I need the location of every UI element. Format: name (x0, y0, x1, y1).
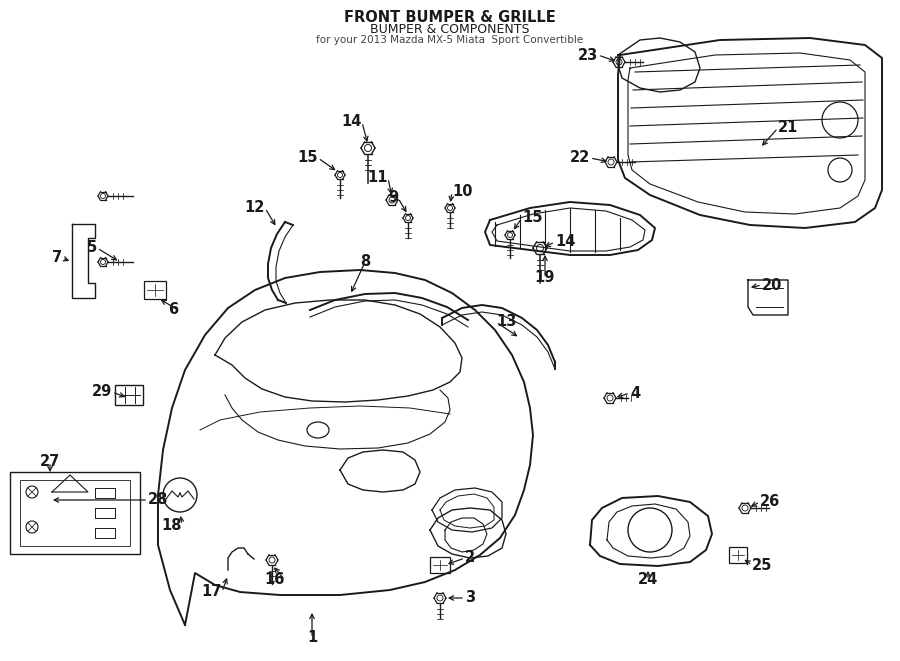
Bar (95, 508, 115, 518)
Text: 21: 21 (778, 120, 798, 136)
Text: for your 2013 Mazda MX-5 Miata  Sport Convertible: for your 2013 Mazda MX-5 Miata Sport Con… (317, 35, 583, 45)
Bar (95, 488, 115, 498)
Text: 7: 7 (52, 251, 62, 266)
Bar (115, 385, 143, 405)
Text: 17: 17 (202, 584, 222, 600)
Text: 6: 6 (168, 303, 178, 317)
Text: 4: 4 (630, 385, 640, 401)
Bar (10, 472, 140, 554)
Text: 9: 9 (388, 190, 398, 206)
Text: 5: 5 (86, 241, 97, 256)
Text: 15: 15 (522, 210, 543, 225)
Text: 15: 15 (298, 151, 318, 165)
Text: 26: 26 (760, 494, 780, 510)
Text: 27: 27 (40, 455, 60, 469)
Text: 10: 10 (452, 184, 472, 200)
Text: 16: 16 (265, 572, 285, 588)
Text: 25: 25 (752, 557, 772, 572)
Text: 8: 8 (360, 254, 370, 270)
Text: 14: 14 (555, 235, 575, 249)
Text: 13: 13 (496, 315, 517, 329)
Text: 23: 23 (578, 48, 598, 63)
Text: 14: 14 (342, 114, 362, 130)
Bar (729, 547, 747, 563)
Text: BUMPER & COMPONENTS: BUMPER & COMPONENTS (370, 23, 530, 36)
Text: FRONT BUMPER & GRILLE: FRONT BUMPER & GRILLE (344, 10, 556, 25)
Text: 29: 29 (92, 385, 112, 399)
Text: 22: 22 (570, 151, 590, 165)
Text: 24: 24 (638, 572, 658, 588)
Text: 20: 20 (762, 278, 782, 293)
Bar (20, 480, 130, 546)
Bar (430, 557, 450, 573)
Text: 12: 12 (245, 200, 265, 215)
Text: 3: 3 (465, 590, 475, 605)
Text: 19: 19 (535, 270, 555, 286)
Bar (95, 528, 115, 538)
Text: 11: 11 (367, 171, 388, 186)
Text: 2: 2 (465, 551, 475, 566)
Text: 18: 18 (161, 518, 182, 533)
Text: 28: 28 (148, 492, 168, 508)
Bar (144, 281, 166, 299)
Text: 1: 1 (307, 631, 317, 646)
